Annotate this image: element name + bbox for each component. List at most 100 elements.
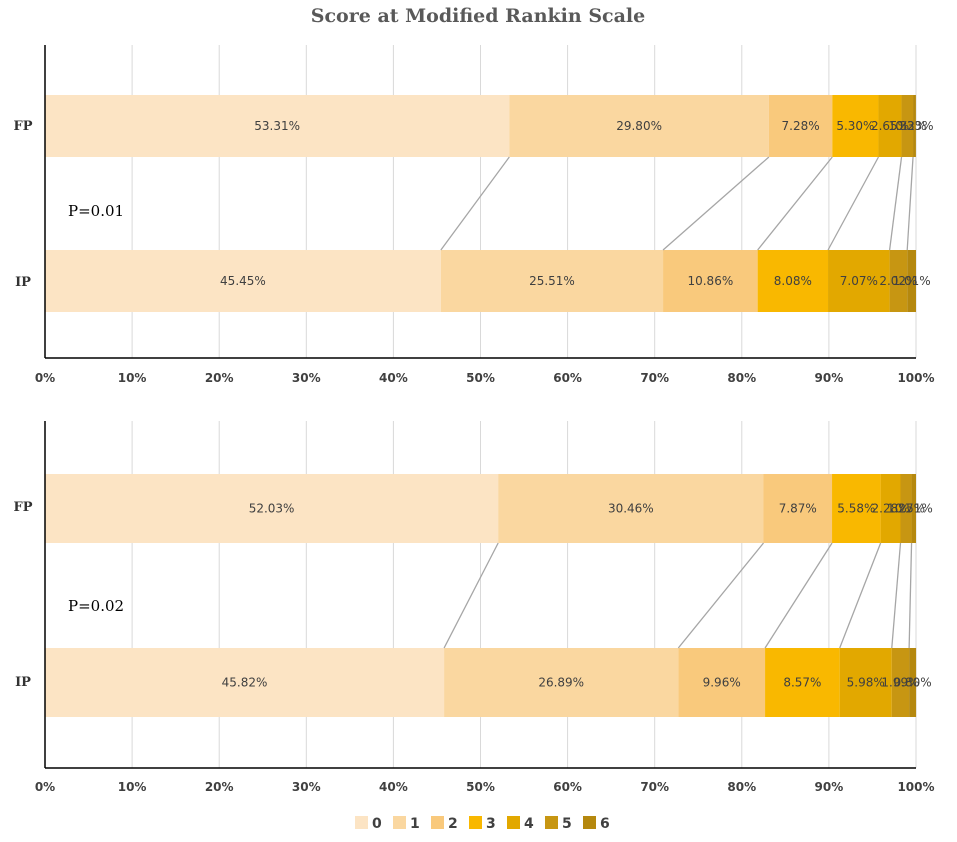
legend-label: 2 <box>448 816 458 832</box>
series-connector <box>888 156 903 251</box>
x-tick-label: 60% <box>553 780 582 794</box>
data-label: 52.03% <box>249 502 295 516</box>
x-tick-label: 70% <box>640 780 669 794</box>
legend-swatch <box>393 816 406 829</box>
data-label: 1.99% <box>881 676 919 690</box>
chart-panels: 53.31% 29.80% 7.28% 5.30%2.65%1.32%0.33% 45.… <box>13 45 935 794</box>
data-label: 5.58% <box>837 502 875 516</box>
data-label: 26.89% <box>538 676 584 690</box>
legend-swatch <box>355 816 368 829</box>
legend-label: 5 <box>562 816 572 832</box>
bar-segment <box>498 474 764 543</box>
bar-segment <box>880 474 901 543</box>
bar-segment <box>832 474 881 543</box>
bar-segment <box>765 648 840 717</box>
data-label: 53.31% <box>254 119 300 133</box>
legend-swatch <box>431 816 444 829</box>
legend-label: 3 <box>486 816 496 832</box>
x-tick-label: 30% <box>292 780 321 794</box>
category-label: IP <box>15 275 31 290</box>
bar-segment <box>678 648 766 717</box>
data-label: 1.01% <box>893 274 931 288</box>
x-tick-label: 40% <box>379 780 408 794</box>
bar-segment <box>509 95 769 157</box>
legend-label: 6 <box>600 816 610 832</box>
x-tick-label: 80% <box>727 780 756 794</box>
x-tick-label: 20% <box>205 371 234 385</box>
bar-segment <box>891 648 910 717</box>
data-label: 0.51% <box>895 502 933 516</box>
data-label: 5.30% <box>836 119 874 133</box>
bar-segment <box>768 95 833 157</box>
x-tick-label: 70% <box>640 371 669 385</box>
p-value-annotation: P=0.01 <box>68 202 124 220</box>
series-connector <box>443 542 499 649</box>
data-label: 45.45% <box>220 274 266 288</box>
bar-segment <box>832 95 879 157</box>
x-tick-label: 90% <box>815 780 844 794</box>
x-tick-label: 40% <box>379 371 408 385</box>
bar-segment <box>889 250 908 312</box>
series-connector <box>764 542 833 649</box>
p-value-annotation: P=0.02 <box>68 597 124 615</box>
bar-segment <box>911 474 916 543</box>
legend-swatch <box>507 816 520 829</box>
data-label: 1.32% <box>888 119 926 133</box>
legend-swatch <box>469 816 482 829</box>
series-connector <box>839 542 882 649</box>
data-label: 29.80% <box>616 119 662 133</box>
series-connector <box>677 542 764 649</box>
x-tick-label: 30% <box>292 371 321 385</box>
chart-legend: 0 1 2 3 4 5 6 <box>355 816 610 832</box>
bar-segment <box>913 95 916 157</box>
bar-segment <box>763 474 833 543</box>
x-tick-label: 90% <box>815 371 844 385</box>
bar-segment <box>45 648 445 717</box>
x-tick-label: 50% <box>466 780 495 794</box>
series-connector <box>757 156 833 251</box>
data-label: 2.65% <box>871 119 909 133</box>
series-connector <box>827 156 880 251</box>
bar-segment <box>901 95 914 157</box>
bar-segment <box>757 250 829 312</box>
x-tick-label: 0% <box>35 371 55 385</box>
series-connector <box>891 542 902 649</box>
category-label: IP <box>15 675 31 690</box>
data-label: 7.28% <box>782 119 820 133</box>
bar-segment <box>444 648 679 717</box>
category-label: FP <box>13 500 32 515</box>
x-tick-label: 10% <box>118 780 147 794</box>
bar-segment <box>663 250 758 312</box>
data-label: 2.02% <box>879 274 917 288</box>
x-tick-label: 100% <box>897 780 934 794</box>
data-label: 1.27% <box>887 502 925 516</box>
legend-label: 1 <box>410 816 420 832</box>
data-label: 10.86% <box>687 274 733 288</box>
data-label: 9.96% <box>703 676 741 690</box>
bar-segment <box>839 648 892 717</box>
data-label: 0.80% <box>894 676 932 690</box>
legend-swatch <box>545 816 558 829</box>
x-tick-label: 60% <box>553 371 582 385</box>
series-connector <box>906 156 914 251</box>
data-label: 2.28% <box>872 502 910 516</box>
bar-segment <box>45 250 441 312</box>
bar-segment <box>907 250 916 312</box>
x-tick-label: 20% <box>205 780 234 794</box>
bar-segment <box>878 95 902 157</box>
bar-segment <box>440 250 664 312</box>
category-label: FP <box>13 119 32 134</box>
data-label: 7.07% <box>840 274 878 288</box>
data-label: 5.98% <box>847 676 885 690</box>
data-label: 8.57% <box>783 676 821 690</box>
series-connector <box>908 542 913 649</box>
series-connector <box>440 156 510 251</box>
data-label: 8.08% <box>774 274 812 288</box>
data-label: 30.46% <box>608 502 654 516</box>
x-tick-label: 80% <box>727 371 756 385</box>
bar-segment <box>45 474 499 543</box>
bar-segment <box>828 250 890 312</box>
x-tick-label: 100% <box>897 371 934 385</box>
legend-swatch <box>583 816 596 829</box>
